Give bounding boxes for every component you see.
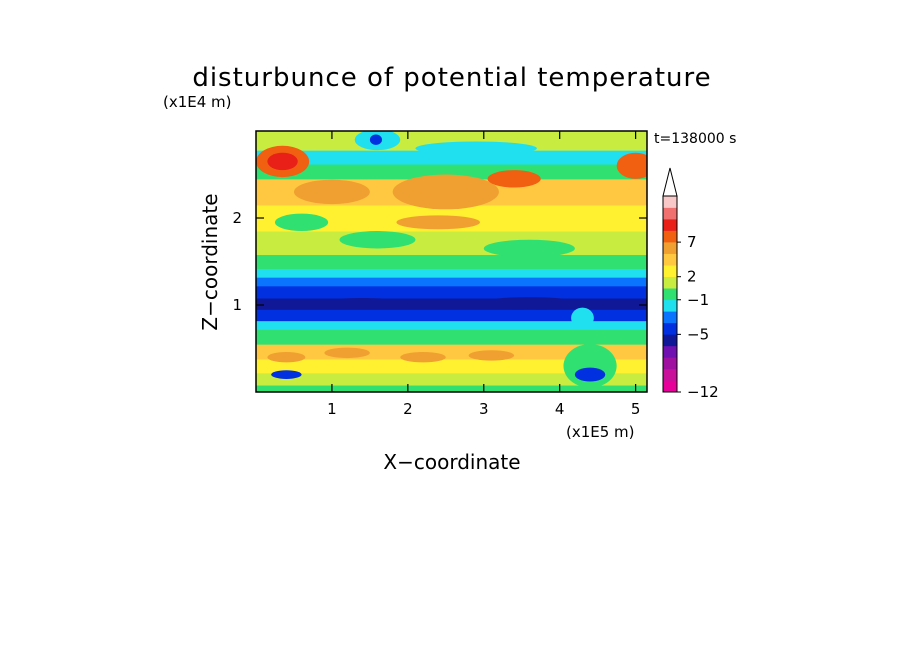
colorbar-swatch [663, 357, 677, 370]
contour-blob [400, 351, 446, 363]
contour-blob [369, 134, 383, 145]
colorbar-swatch [663, 288, 677, 301]
contour-band [256, 372, 647, 386]
colorbar-swatch [663, 334, 677, 347]
contour-blob [396, 215, 480, 230]
time-label: t=138000 s [654, 131, 736, 147]
contour-blob [293, 179, 370, 205]
contour-band [256, 254, 647, 269]
colorbar-swatch [663, 253, 677, 266]
colorbar-swatch [663, 322, 677, 335]
contour-band [256, 358, 647, 374]
contour-band [256, 150, 647, 165]
x-tick-label: 1 [327, 400, 337, 418]
y-axis: 12 [232, 209, 647, 314]
colorbar-swatch [663, 207, 677, 220]
colorbar-swatch [663, 196, 677, 208]
contour-blob [487, 170, 541, 188]
contour-band [256, 385, 647, 392]
contour-band [256, 231, 647, 256]
contour-band [256, 164, 647, 180]
colorbar-swatch [663, 276, 677, 289]
chart-title: disturbunce of potential temperature [192, 63, 711, 93]
colorbar-swatch [663, 265, 677, 278]
colorbar-label: 2 [687, 268, 697, 286]
y-tick-label: 1 [232, 296, 242, 314]
plot-area [256, 131, 647, 392]
contour-blob [267, 152, 298, 171]
x-unit-label: (x1E5 m) [566, 423, 635, 441]
contour-blob [468, 350, 515, 361]
contour-blob [316, 298, 408, 309]
contour-blob [267, 351, 306, 363]
colorbar-swatch [663, 230, 677, 243]
colorbar-label: −5 [687, 325, 709, 343]
x-tick-label: 4 [555, 400, 565, 418]
colorbar-swatch [663, 219, 677, 231]
contour-blob [274, 213, 329, 232]
contour-blob [483, 239, 575, 258]
contour-blob [415, 141, 537, 156]
colorbar-swatch [663, 242, 677, 254]
x-axis: 1 2 3 4 5 [327, 131, 640, 418]
contour-blob [324, 347, 370, 359]
colorbar-label: −12 [687, 383, 719, 401]
colorbar-extend-arrow [662, 167, 678, 197]
colorbar-label: −1 [687, 291, 709, 309]
contour-blob [271, 370, 302, 379]
contour-blob [476, 297, 583, 310]
x-tick-label: 3 [479, 400, 489, 418]
contour-band [256, 329, 647, 345]
x-axis-label: X−coordinate [383, 450, 520, 474]
contour-band [256, 320, 647, 330]
contour-band [256, 268, 647, 278]
colorbar: 7 2 −1 −5 −12 [662, 167, 719, 401]
plot-frame [255, 130, 648, 393]
x-tick-label: 5 [631, 400, 641, 418]
contour-blob [571, 307, 594, 329]
colorbar-swatch [663, 299, 677, 312]
contour-blob [616, 152, 647, 179]
colorbar-swatch [663, 380, 677, 393]
contour-blob [392, 174, 499, 210]
contour-band [256, 309, 647, 322]
colorbar-swatch [663, 368, 677, 381]
y-axis-label: Z−coordinate [198, 193, 222, 330]
colorbar-swatch [663, 311, 677, 324]
colorbar-swatch [663, 345, 677, 358]
x-tick-label: 2 [403, 400, 413, 418]
y-tick-label: 2 [232, 209, 242, 227]
contour-blob [574, 367, 606, 382]
contour-band [256, 298, 647, 310]
contour-band [256, 285, 647, 299]
contour-band [256, 277, 647, 287]
contour-blob [339, 231, 416, 249]
contour-band [256, 131, 647, 151]
y-unit-label: (x1E4 m) [163, 93, 232, 111]
colorbar-label: 7 [687, 233, 697, 251]
